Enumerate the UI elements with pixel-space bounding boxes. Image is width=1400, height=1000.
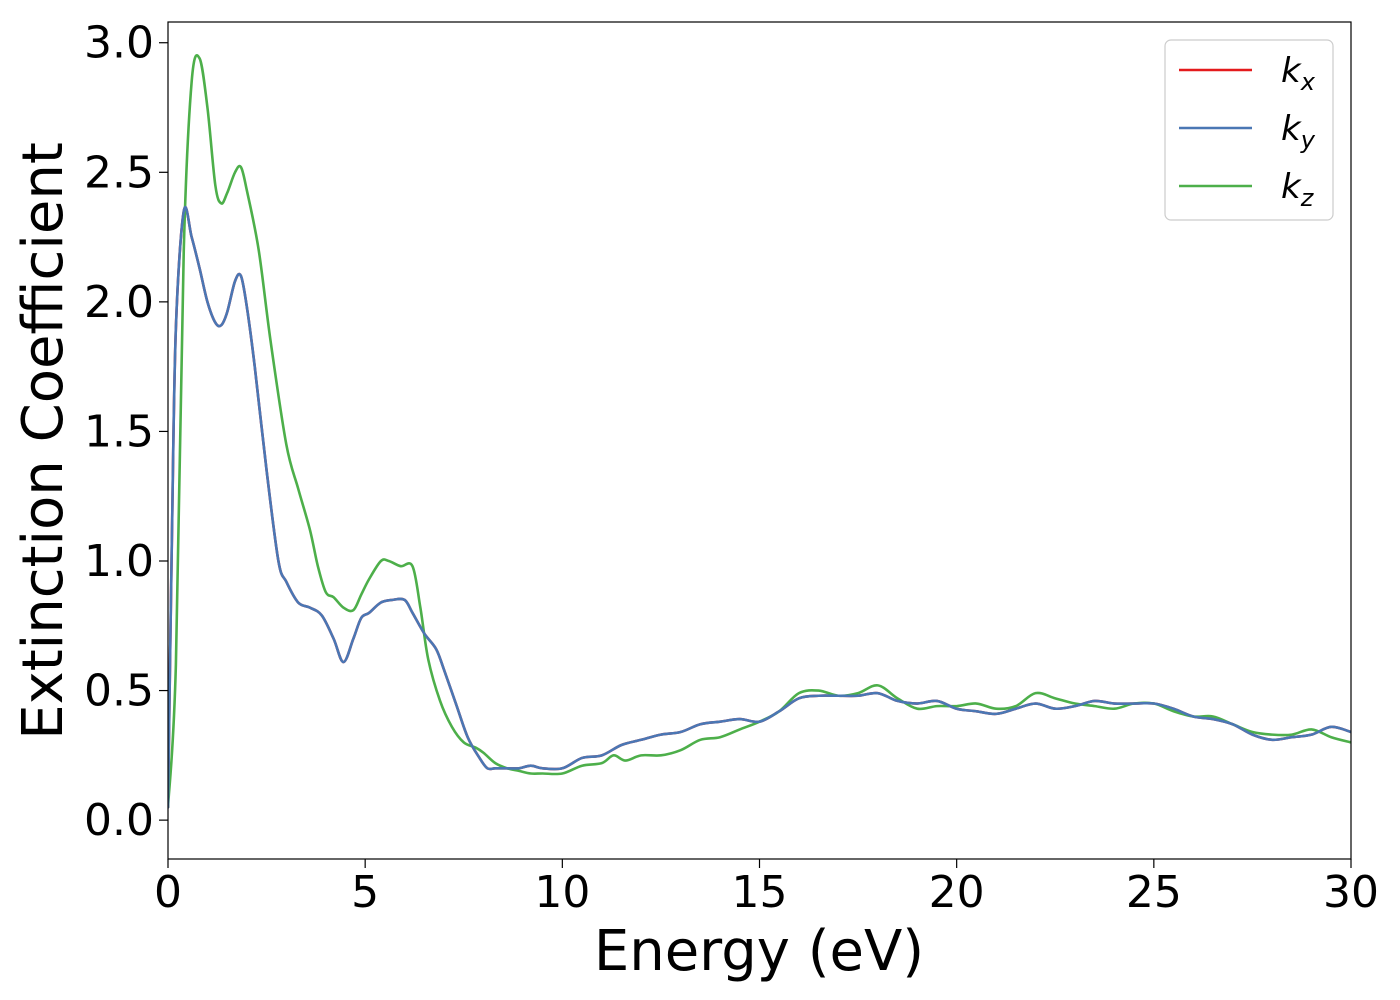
x-tick-label: 30 bbox=[1323, 867, 1379, 918]
series-line-ky bbox=[168, 206, 1351, 809]
y-tick-label: 2.5 bbox=[84, 147, 154, 198]
series-line-kz bbox=[168, 54, 1351, 809]
y-tick-label: 0.5 bbox=[84, 666, 154, 717]
series-layer bbox=[168, 54, 1351, 809]
y-axis-label: Extinction Coefficient bbox=[11, 142, 76, 740]
x-tick-label: 20 bbox=[929, 867, 985, 918]
x-axis-ticks: 0 5 10 15 20 25 30 bbox=[154, 859, 1379, 918]
y-tick-label: 2.0 bbox=[84, 277, 154, 328]
y-tick-label: 3.0 bbox=[84, 18, 154, 69]
x-axis-label: Energy (eV) bbox=[594, 919, 924, 984]
x-tick-label: 25 bbox=[1126, 867, 1182, 918]
y-tick-label: 0.0 bbox=[84, 795, 154, 846]
y-axis-ticks: 0.0 0.5 1.0 1.5 2.0 2.5 3.0 bbox=[84, 18, 168, 846]
y-tick-label: 1.5 bbox=[84, 406, 154, 457]
x-tick-label: 10 bbox=[534, 867, 590, 918]
x-tick-label: 5 bbox=[351, 867, 379, 918]
y-tick-label: 1.0 bbox=[84, 536, 154, 587]
legend-box bbox=[1164, 39, 1334, 221]
x-tick-label: 15 bbox=[732, 867, 788, 918]
x-tick-label: 0 bbox=[154, 867, 182, 918]
plot-background bbox=[168, 22, 1351, 859]
